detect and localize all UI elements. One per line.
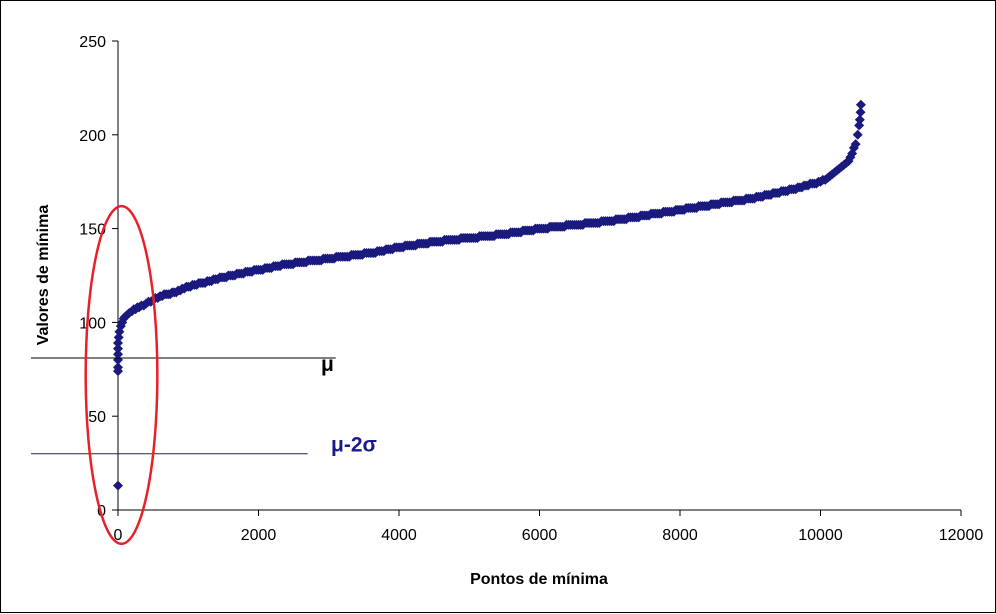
data-point — [855, 99, 866, 110]
y-tick-label: 200 — [79, 128, 106, 145]
x-tick-label: 12000 — [939, 527, 984, 544]
x-tick-label: 8000 — [662, 527, 698, 544]
highlight-ellipse-layer — [84, 204, 159, 546]
y-tick-label: 100 — [79, 315, 106, 332]
mu-label: μ — [321, 353, 334, 376]
data-point — [855, 107, 866, 118]
x-tick-label: 4000 — [381, 527, 417, 544]
data-point — [854, 114, 865, 125]
data-point — [113, 362, 123, 373]
mu-minus-2sigma-label: μ-2σ — [331, 434, 377, 457]
x-tick-label: 10000 — [798, 527, 843, 544]
data-points — [113, 99, 866, 491]
x-tick-label: 2000 — [241, 527, 277, 544]
y-axis-title: Valores de mínima — [35, 205, 52, 346]
data-point — [113, 343, 123, 354]
y-tick-label: 250 — [79, 34, 106, 51]
y-tick-label: 50 — [88, 409, 106, 426]
x-axis-title: Pontos de mínima — [470, 571, 608, 588]
highlight-ellipse — [84, 204, 159, 546]
data-point — [113, 354, 123, 365]
reference-lines: μ μ-2σ — [31, 353, 377, 457]
data-point — [850, 139, 861, 150]
data-point — [852, 129, 863, 140]
x-tick-label: 6000 — [522, 527, 558, 544]
data-point — [113, 480, 123, 491]
x-tick-label: 0 — [114, 527, 123, 544]
y-tick-label: 150 — [79, 222, 106, 239]
data-point — [113, 349, 123, 360]
